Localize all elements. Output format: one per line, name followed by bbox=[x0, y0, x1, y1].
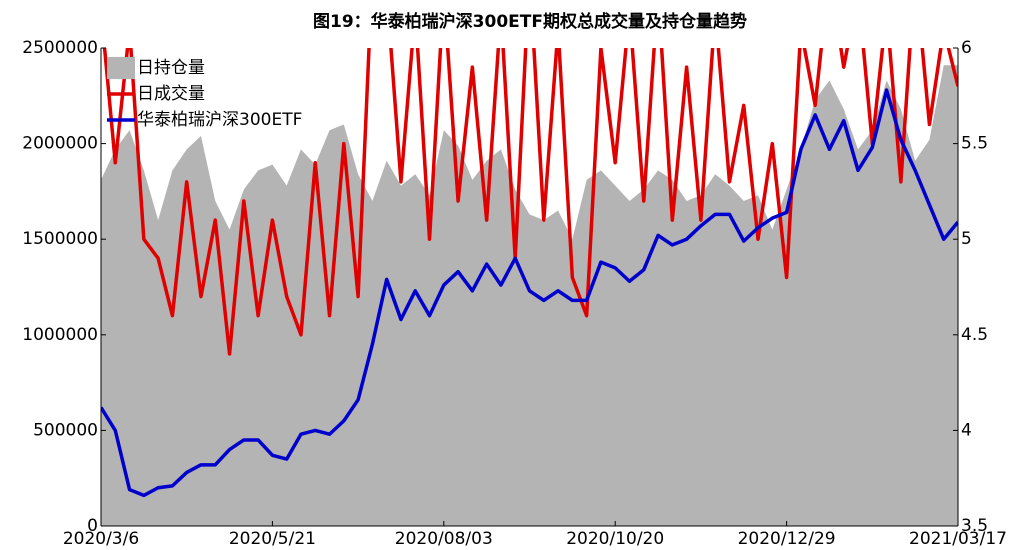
area bbox=[101, 65, 958, 526]
y-tick-label: 1000000 bbox=[22, 325, 98, 345]
line bbox=[101, 88, 958, 498]
x-tick-label: 2020/08/03 bbox=[395, 529, 493, 549]
y2-tick-label: 5.5 bbox=[961, 134, 988, 154]
legend-swatch bbox=[107, 57, 135, 79]
y2-tick-label: 3.5 bbox=[961, 516, 988, 536]
y2-tick-label: 5 bbox=[961, 229, 972, 249]
x-tick-label: 2020/10/20 bbox=[566, 529, 664, 549]
plot-area bbox=[101, 48, 958, 526]
x-tick-label: 2021/03/17 bbox=[909, 529, 1007, 549]
y-tick-label: 2500000 bbox=[22, 38, 98, 58]
legend-label: 华泰柏瑞沪深300ETF bbox=[137, 110, 302, 130]
y2-tick-label: 4 bbox=[961, 420, 972, 440]
y2-tick-label: 6 bbox=[961, 38, 972, 58]
y-tick-label: 0 bbox=[87, 516, 98, 536]
legend-label: 日持仓量 bbox=[137, 58, 205, 78]
line bbox=[102, 48, 958, 356]
chart-title: 图19：华泰柏瑞沪深300ETF期权总成交量及持仓量趋势 bbox=[313, 11, 747, 32]
x-tick-label: 2020/5/21 bbox=[229, 529, 316, 549]
y-tick-label: 2000000 bbox=[22, 134, 98, 154]
y2-tick-label: 4.5 bbox=[961, 325, 988, 345]
x-tick-label: 2020/3/6 bbox=[63, 529, 139, 549]
x-tick-label: 2020/12/29 bbox=[738, 529, 836, 549]
legend-label: 日成交量 bbox=[137, 84, 205, 104]
y-tick-label: 1500000 bbox=[22, 229, 98, 249]
y-tick-label: 500000 bbox=[33, 420, 98, 440]
